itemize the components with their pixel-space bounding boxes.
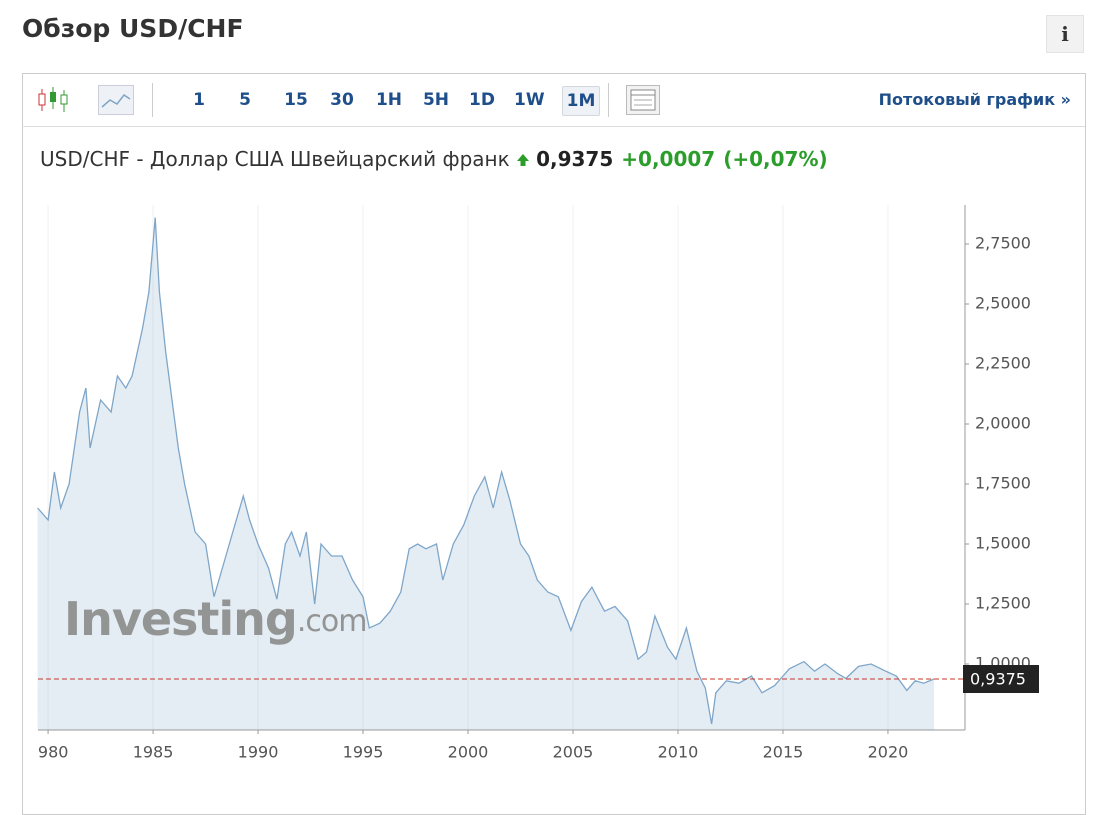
candle-icon[interactable] xyxy=(36,85,70,115)
watermark: Investing.com xyxy=(64,592,366,646)
y-tick-label: 1,7500 xyxy=(975,474,1031,493)
info-button[interactable]: i xyxy=(1046,15,1084,53)
page-title: Обзор USD/CHF xyxy=(22,14,244,43)
y-tick-label: 1,2500 xyxy=(975,594,1031,613)
x-tick-label: 1985 xyxy=(133,743,174,762)
price-line xyxy=(37,217,935,725)
x-tick-label: 2020 xyxy=(868,743,909,762)
price: 0,9375 xyxy=(536,147,614,171)
quote-line: USD/CHF - Доллар США Швейцарский франк 0… xyxy=(40,147,828,171)
interval-button[interactable]: 1W xyxy=(514,90,545,110)
area-fill xyxy=(37,217,935,731)
toolbar: 1 5 15 30 1H 5H 1D 1W 1M Потоковый график » xyxy=(22,73,1085,127)
up-arrow xyxy=(517,154,530,166)
interval-button[interactable]: 5H xyxy=(422,90,450,110)
interval-button[interactable]: 1M xyxy=(562,86,600,116)
x-tick-label: 1990 xyxy=(238,743,279,762)
change-pct: (+0,07%) xyxy=(723,147,828,171)
watermark-suffix: .com xyxy=(297,604,367,639)
last-price-badge xyxy=(963,665,1039,693)
x-tick-label: 2000 xyxy=(448,743,489,762)
x-tick-label: 2005 xyxy=(553,743,594,762)
y-tick-label: 1,5000 xyxy=(975,534,1031,553)
x-tick-label: 1995 xyxy=(343,743,384,762)
interval-button[interactable]: 30 xyxy=(330,90,354,110)
x-tick-label: 1980 xyxy=(28,743,69,762)
separator xyxy=(608,83,609,117)
plot-background xyxy=(38,205,965,730)
y-tick-label: 2,2500 xyxy=(975,354,1031,373)
line-icon[interactable] xyxy=(98,85,134,115)
change: +0,0007 xyxy=(621,147,716,171)
stream-link[interactable]: Потоковый график » xyxy=(878,90,1071,109)
table-icon[interactable] xyxy=(626,85,660,115)
y-tick-label: 2,0000 xyxy=(975,414,1031,433)
instrument-name: USD/CHF - Доллар США Швейцарский франк xyxy=(40,147,510,171)
x-tick-label: 2010 xyxy=(658,743,699,762)
y-tick-label: 2,7500 xyxy=(975,234,1031,253)
x-tick-label: 2015 xyxy=(763,743,804,762)
y-tick-label: 2,5000 xyxy=(975,294,1031,313)
last-price-label: 0,9375 xyxy=(970,670,1026,689)
watermark-brand: Investing xyxy=(64,592,297,646)
separator xyxy=(152,83,153,117)
interval-button[interactable]: 1D xyxy=(469,90,495,110)
interval-button[interactable]: 1H xyxy=(375,90,403,110)
interval-button[interactable]: 5 xyxy=(239,90,251,110)
interval-button[interactable]: 1 xyxy=(193,90,205,110)
interval-button[interactable]: 15 xyxy=(284,90,308,110)
